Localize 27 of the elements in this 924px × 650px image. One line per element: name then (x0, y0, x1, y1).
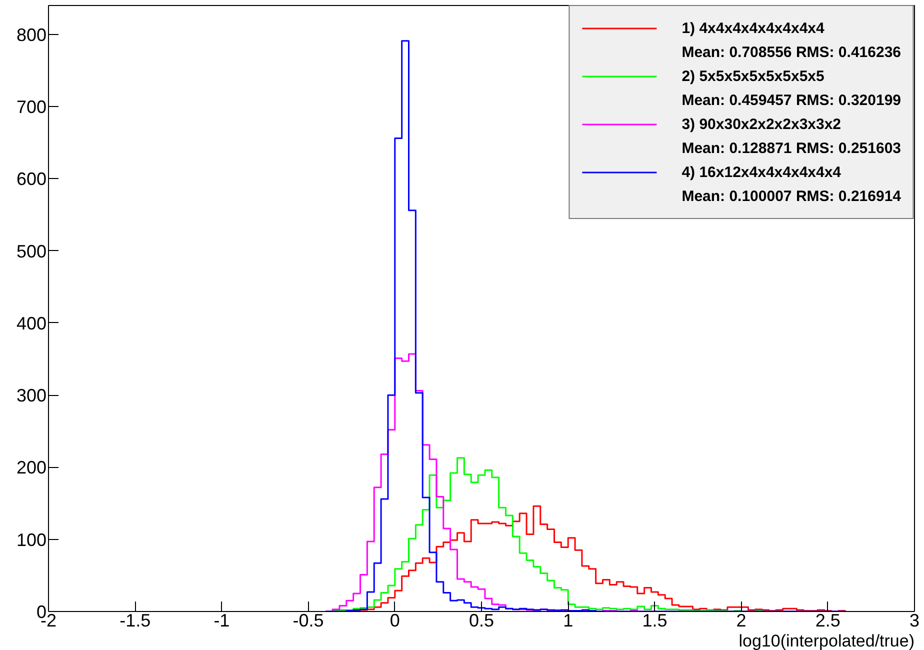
x-tick-label: 1 (563, 610, 574, 630)
annotation: Mean: 0.100007 RMS: 0.216914 (682, 188, 901, 204)
legend-label: 3) 90x30x2x2x2x3x3x2 (682, 116, 842, 132)
annotation: Mean: 0.459457 RMS: 0.320199 (682, 92, 901, 108)
annotation: Mean: 0.128871 RMS: 0.251603 (682, 140, 901, 156)
y-tick-label: 800 (16, 24, 47, 45)
y-tick-label: 600 (16, 169, 47, 190)
y-tick-label: 400 (16, 313, 47, 334)
y-tick-label: 300 (16, 386, 47, 406)
annotation: Mean: 0.708556 RMS: 0.416236 (682, 44, 901, 60)
y-tick-label: 500 (16, 241, 47, 262)
x-tick-label: 2 (736, 610, 746, 630)
x-tick-label: 3 (909, 610, 920, 630)
legend-label: 4) 16x12x4x4x4x4x4x4 (682, 164, 842, 180)
x-tick-label: 1.5 (642, 610, 668, 630)
x-tick-label: -0.5 (292, 610, 324, 630)
x-tick-label: 2.5 (815, 610, 840, 630)
y-tick-label: 700 (16, 97, 47, 117)
x-axis-title: log10(interpolated/true) (738, 632, 915, 650)
x-tick-label: -1 (214, 610, 230, 630)
legend-label: 2) 5x5x5x5x5x5x5x5 (682, 68, 824, 84)
y-tick-label: 200 (16, 458, 47, 478)
x-tick-label: -1.5 (120, 610, 151, 630)
x-tick-label: 0.5 (468, 610, 494, 630)
legend-label: 1) 4x4x4x4x4x4x4x4 (682, 20, 824, 36)
y-tick-label: 100 (16, 530, 47, 550)
x-tick-label: 0 (390, 610, 400, 630)
